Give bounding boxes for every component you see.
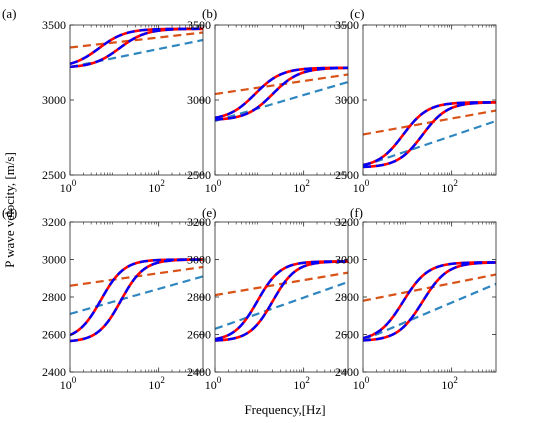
plot-area [363, 222, 496, 372]
x-tick-label: 100 [205, 375, 222, 392]
trend-line [215, 80, 348, 123]
x-tick-label: 100 [353, 178, 370, 195]
panels: 2500 3000 3500 100 102 (a) 2500 3000 3500 100 102 (… [2, 6, 497, 392]
panel-c: 2500 3000 3500 100 102 (c) [335, 6, 497, 195]
trend-line [363, 119, 496, 168]
y-tick-label: 3200 [335, 215, 359, 229]
panel-d: 2400 2600 2800 3000 3200 100 102 (d) [2, 205, 204, 392]
panel-label: (e) [202, 205, 216, 220]
y-tick-label: 3500 [187, 18, 211, 32]
x-tick-label: 102 [293, 178, 310, 195]
trend-line [70, 31, 203, 49]
y-tick-label: 2400 [187, 365, 211, 379]
y-tick-label: 3500 [42, 18, 66, 32]
model-curve [363, 261, 496, 342]
x-tick-label: 102 [293, 375, 310, 392]
plot-area [70, 222, 203, 372]
y-tick-label: 3000 [42, 93, 66, 107]
trend-line [363, 109, 496, 136]
series-group [363, 261, 496, 342]
fit-curve [70, 258, 203, 343]
y-tick-label: 2800 [187, 290, 211, 304]
y-tick-label: 2500 [42, 168, 66, 182]
panel-a: 2500 3000 3500 100 102 (a) [2, 6, 204, 195]
x-tick-label: 100 [60, 375, 77, 392]
y-tick-label: 2800 [335, 290, 359, 304]
trend-line [215, 280, 348, 330]
panel-f: 2400 2600 2800 3000 3200 100 102 (f) [335, 205, 497, 392]
trend-line [215, 271, 348, 297]
y-tick-label: 2800 [42, 290, 66, 304]
series-group [70, 27, 203, 69]
y-tick-label: 3000 [42, 253, 66, 267]
panel-label: (f) [350, 205, 363, 220]
panel-label: (a) [2, 6, 16, 21]
panel-e: 2400 2600 2800 3000 3200 100 102 (e) [187, 205, 349, 392]
plot-area [215, 25, 348, 175]
y-tick-label: 2600 [42, 328, 66, 342]
series-group [215, 260, 348, 342]
model-curve [215, 66, 348, 121]
fit-curve [363, 101, 496, 169]
x-tick-label: 100 [205, 178, 222, 195]
panel-label: (d) [2, 205, 17, 220]
panel-label: (b) [202, 6, 217, 21]
x-tick-label: 102 [441, 178, 458, 195]
series-group [363, 100, 496, 169]
y-tick-label: 3000 [335, 253, 359, 267]
y-tick-label: 3000 [187, 93, 211, 107]
y-tick-label: 2500 [187, 168, 211, 182]
series-group [70, 258, 203, 343]
y-tick-label: 2500 [335, 168, 359, 182]
x-tick-label: 102 [441, 375, 458, 392]
fit-curve [363, 261, 496, 340]
fit-curve [215, 66, 348, 119]
x-axis-title: Frequency,[Hz] [244, 402, 325, 417]
series-group [215, 66, 348, 123]
plot-area [363, 25, 496, 175]
y-tick-label: 2400 [335, 365, 359, 379]
y-axis-title: P wave velocity, [m/s] [2, 152, 17, 268]
x-tick-label: 100 [353, 375, 370, 392]
x-tick-label: 102 [148, 178, 165, 195]
x-tick-label: 100 [60, 178, 77, 195]
fit-curve [215, 260, 348, 342]
panel-b: 2500 3000 3500 100 102 (b) [187, 6, 349, 195]
y-tick-label: 3000 [335, 93, 359, 107]
x-tick-label: 102 [148, 375, 165, 392]
y-tick-label: 3200 [187, 215, 211, 229]
panel-label: (c) [350, 6, 364, 21]
y-tick-label: 2400 [42, 365, 66, 379]
y-tick-label: 2600 [335, 328, 359, 342]
plot-area [215, 222, 348, 372]
trend-line [70, 275, 203, 315]
plot-area [70, 25, 203, 175]
y-tick-label: 3500 [335, 18, 359, 32]
trend-line [363, 273, 496, 302]
y-tick-label: 2600 [187, 328, 211, 342]
fit-curve [70, 27, 203, 69]
trend-line [70, 38, 203, 69]
y-tick-label: 3200 [42, 215, 66, 229]
trend-line [363, 282, 496, 342]
y-tick-label: 3000 [187, 253, 211, 267]
